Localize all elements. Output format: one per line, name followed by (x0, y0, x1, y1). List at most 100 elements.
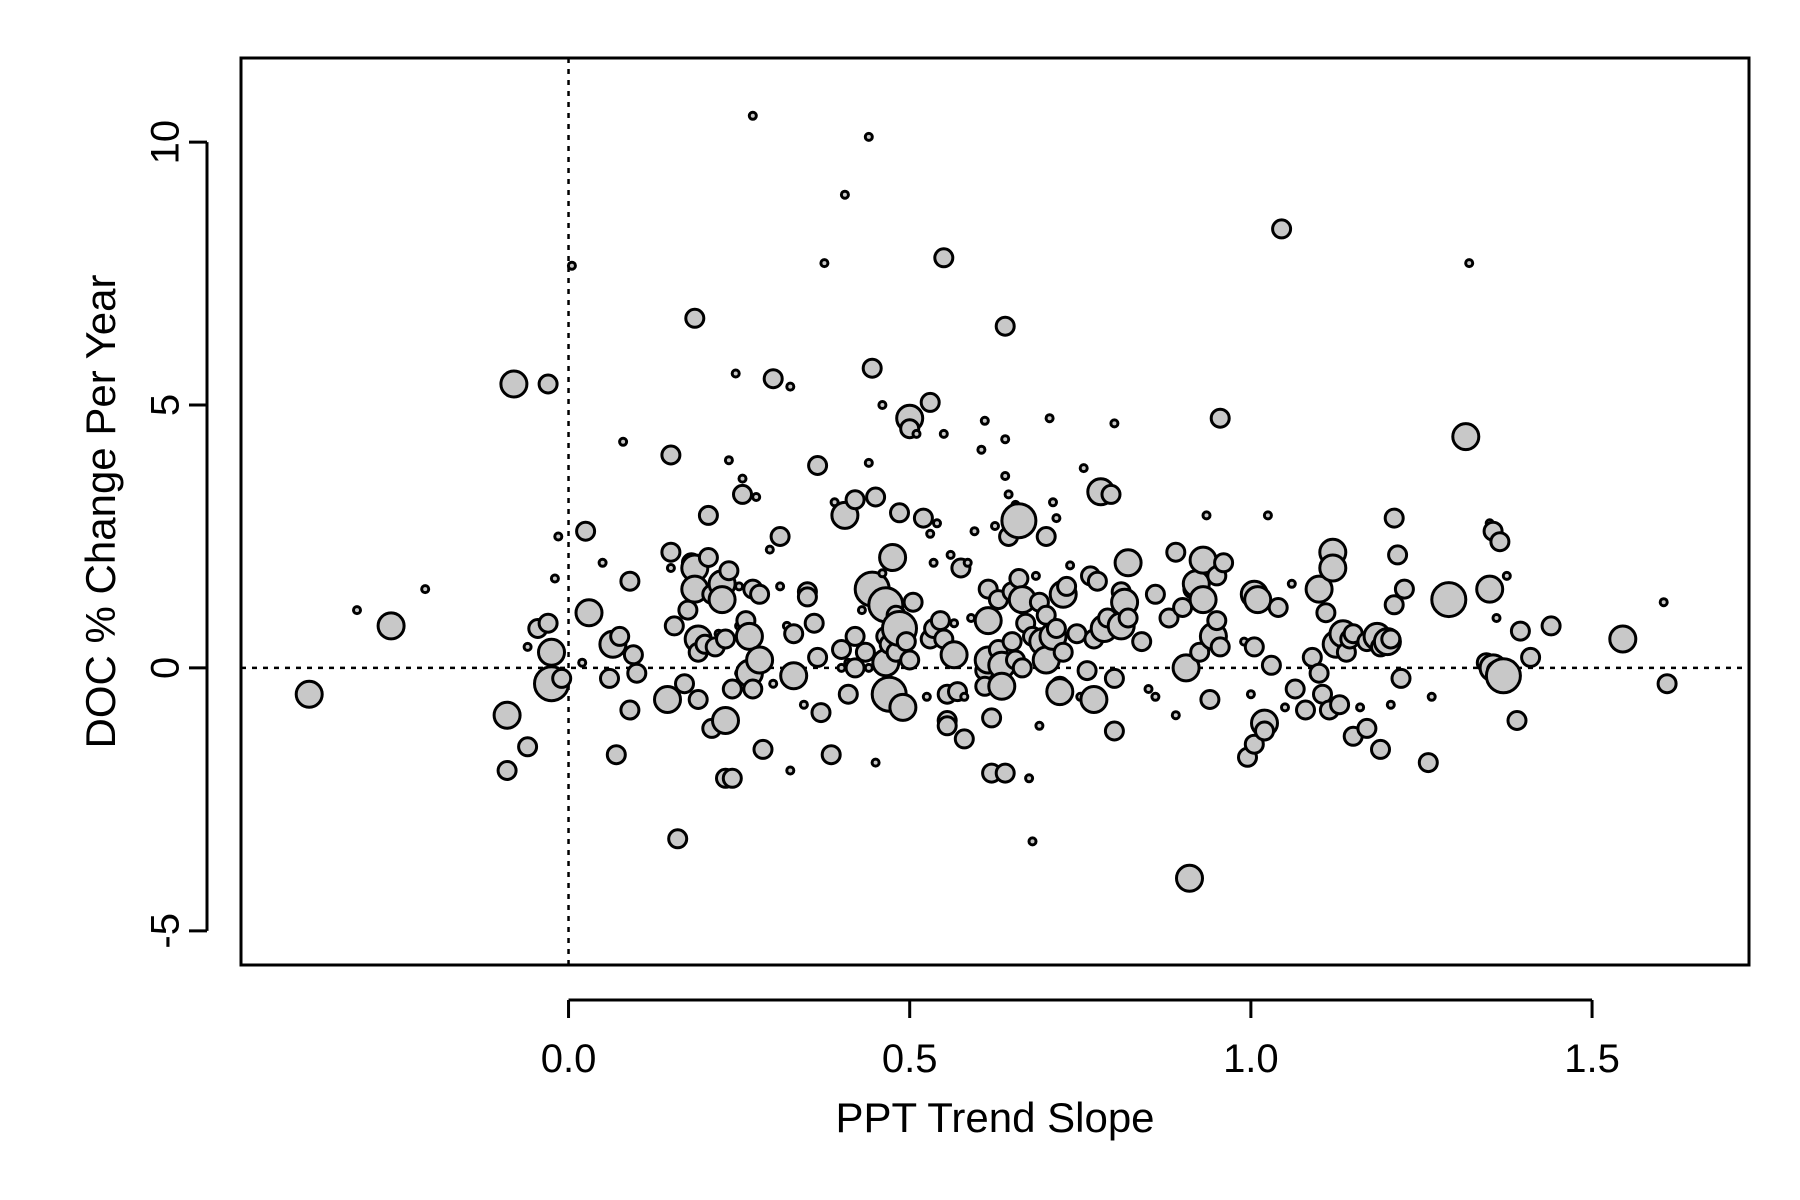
data-point-3 (420, 584, 431, 595)
data-point-93 (807, 646, 829, 668)
data-point-296 (1383, 507, 1405, 529)
data-point-61 (721, 767, 743, 789)
data-point-39 (677, 599, 699, 621)
data-point-201 (1044, 413, 1055, 424)
data-point-238 (1170, 710, 1181, 721)
data-point-267 (1271, 218, 1293, 240)
data-point-289 (1356, 717, 1378, 739)
data-point-94 (807, 455, 829, 476)
data-point-300 (1393, 578, 1415, 600)
data-point-235 (1150, 691, 1161, 702)
data-point-34 (665, 563, 676, 573)
data-point-17 (566, 260, 577, 271)
data-point-165 (979, 415, 990, 426)
data-point-298 (1387, 544, 1409, 566)
data-point-265 (1260, 654, 1282, 676)
data-point-186 (1000, 502, 1038, 540)
x-tick-label: 0.0 (541, 1037, 597, 1081)
data-point-95 (810, 702, 832, 724)
data-point-264 (1262, 510, 1273, 521)
data-point-88 (785, 765, 796, 776)
data-point-257 (1245, 689, 1256, 700)
data-point-57 (711, 706, 740, 735)
y-tick-label: 10 (144, 120, 188, 165)
data-point-145 (933, 247, 955, 269)
data-point-14 (549, 573, 560, 584)
data-point-81 (768, 678, 779, 689)
data-point-314 (1484, 657, 1522, 695)
data-point-35 (663, 615, 685, 637)
data-point-56 (715, 628, 736, 650)
data-point-158 (962, 557, 973, 568)
data-point-259 (1243, 636, 1265, 658)
data-point-139 (925, 528, 936, 539)
data-point-263 (1254, 720, 1275, 742)
y-axis-title: DOC % Change Per Year (77, 275, 124, 749)
data-point-0 (294, 679, 324, 709)
data-point-29 (619, 699, 641, 721)
data-point-110 (863, 457, 874, 468)
data-point-30 (622, 644, 644, 666)
data-point-240 (1171, 653, 1201, 683)
data-point-179 (994, 762, 1016, 784)
data-point-274 (1308, 662, 1330, 684)
data-point-151 (945, 549, 956, 560)
data-point-87 (779, 661, 809, 691)
data-point-106 (844, 625, 866, 647)
data-point-144 (929, 610, 951, 632)
data-point-156 (959, 691, 970, 702)
data-point-161 (976, 444, 987, 455)
data-point-209 (1052, 641, 1074, 663)
data-point-36 (653, 685, 682, 714)
data-point-20 (574, 598, 604, 628)
data-point-23 (599, 667, 620, 689)
data-point-77 (745, 645, 775, 675)
data-point-196 (1034, 720, 1045, 731)
data-point-189 (1011, 657, 1033, 679)
data-point-157 (953, 728, 975, 750)
data-point-11 (537, 612, 559, 634)
data-point-31 (626, 662, 648, 684)
data-point-308 (1475, 574, 1505, 604)
data-point-312 (1491, 613, 1502, 623)
data-point-322 (1656, 673, 1678, 695)
data-point-2 (376, 611, 406, 641)
data-point-12 (537, 637, 566, 667)
data-point-83 (775, 581, 786, 592)
data-point-225 (1103, 667, 1125, 689)
data-point-76 (749, 583, 771, 605)
data-point-141 (928, 557, 939, 568)
data-point-133 (899, 649, 921, 671)
data-point-214 (1078, 463, 1089, 474)
y-axis: -5 0 5 10 (144, 120, 209, 949)
data-point-97 (820, 744, 842, 766)
data-point-8 (517, 736, 539, 758)
data-point-96 (819, 258, 830, 269)
data-point-171 (990, 521, 1000, 531)
y-tick-label: 5 (144, 394, 188, 416)
data-point-219 (1086, 570, 1108, 592)
data-point-6 (499, 369, 529, 399)
data-point-247 (1201, 510, 1212, 521)
data-point-7 (522, 641, 533, 652)
data-point-175 (987, 671, 1017, 701)
data-point-187 (1008, 568, 1030, 589)
data-point-252 (1209, 407, 1231, 429)
data-point-169 (981, 707, 1003, 729)
data-point-75 (751, 492, 762, 502)
data-point-295 (1385, 699, 1396, 710)
data-point-74 (742, 678, 764, 700)
data-point-129 (888, 692, 918, 722)
data-point-27 (618, 436, 629, 447)
data-point-281 (1329, 694, 1351, 716)
data-point-177 (1000, 434, 1011, 445)
data-point-317 (1509, 620, 1531, 642)
data-point-244 (1189, 641, 1211, 663)
data-point-60 (718, 560, 740, 582)
data-point-135 (911, 428, 922, 439)
data-point-231 (1117, 607, 1139, 629)
data-point-273 (1304, 574, 1334, 604)
data-point-320 (1608, 624, 1638, 654)
data-point-294 (1380, 628, 1402, 650)
x-tick-label: 1.0 (1223, 1037, 1279, 1081)
